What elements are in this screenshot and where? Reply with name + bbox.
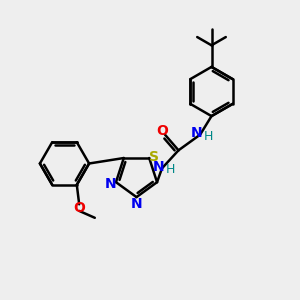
Text: O: O	[74, 201, 86, 215]
Text: O: O	[156, 124, 168, 138]
Text: N: N	[131, 197, 142, 211]
Text: H: H	[204, 130, 213, 143]
Text: N: N	[152, 160, 164, 174]
Text: H: H	[166, 163, 175, 176]
Text: N: N	[190, 126, 202, 140]
Text: S: S	[149, 149, 159, 164]
Text: N: N	[105, 177, 116, 191]
